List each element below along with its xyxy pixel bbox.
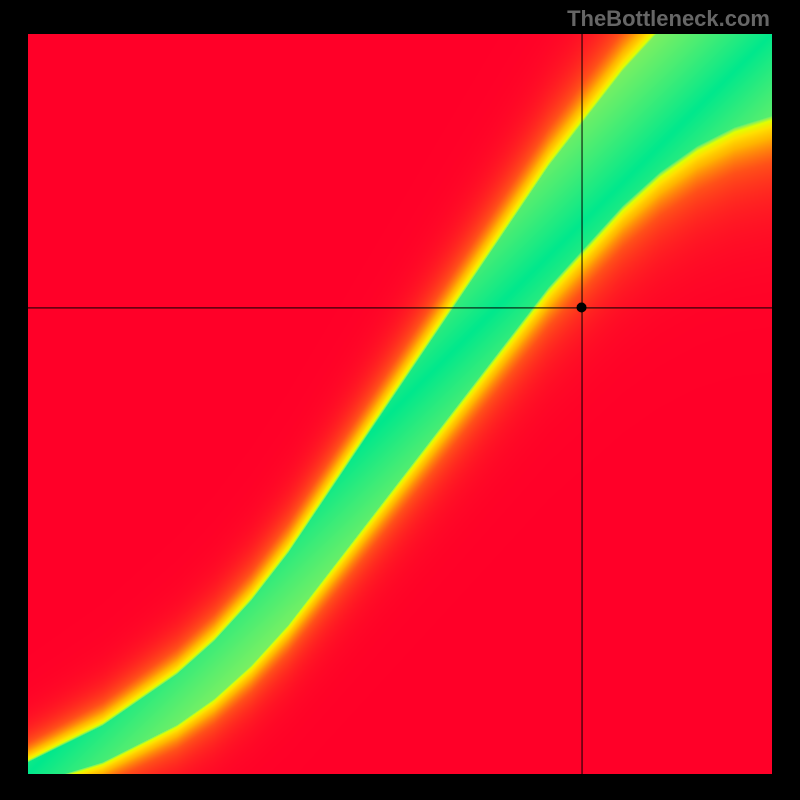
plot-area	[28, 34, 772, 774]
heatmap-canvas	[28, 34, 772, 774]
watermark-text: TheBottleneck.com	[567, 6, 770, 32]
chart-container: TheBottleneck.com	[0, 0, 800, 800]
